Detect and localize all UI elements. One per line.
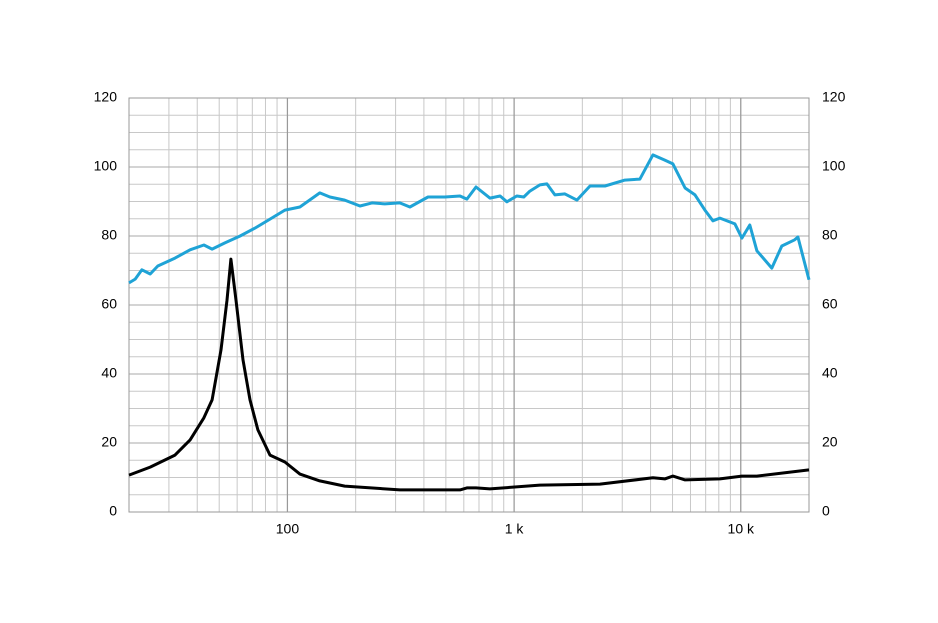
x-tick-label: 1 k [505, 521, 525, 537]
y-tick-label: 40 [101, 365, 117, 381]
series-line [128, 257, 810, 492]
y2-tick-label: 40 [822, 365, 838, 381]
y-tick-label: 120 [94, 89, 118, 105]
x-tick-label: 10 k [728, 521, 755, 537]
y2-tick-label: 120 [822, 89, 846, 105]
y2-tick-label: 80 [822, 227, 838, 243]
y-tick-label: 20 [101, 434, 117, 450]
y2-tick-label: 100 [822, 158, 846, 174]
y-tick-label: 100 [94, 158, 118, 174]
y-tick-label: 80 [101, 227, 117, 243]
y2-tick-label: 60 [822, 296, 838, 312]
y-tick-label: 0 [109, 503, 117, 519]
y-tick-label: 60 [101, 296, 117, 312]
plot-frame [128, 97, 810, 513]
y2-tick-label: 20 [822, 434, 838, 450]
series-line [128, 153, 811, 285]
x-tick-label: 100 [276, 521, 300, 537]
y2-tick-label: 0 [822, 503, 830, 519]
